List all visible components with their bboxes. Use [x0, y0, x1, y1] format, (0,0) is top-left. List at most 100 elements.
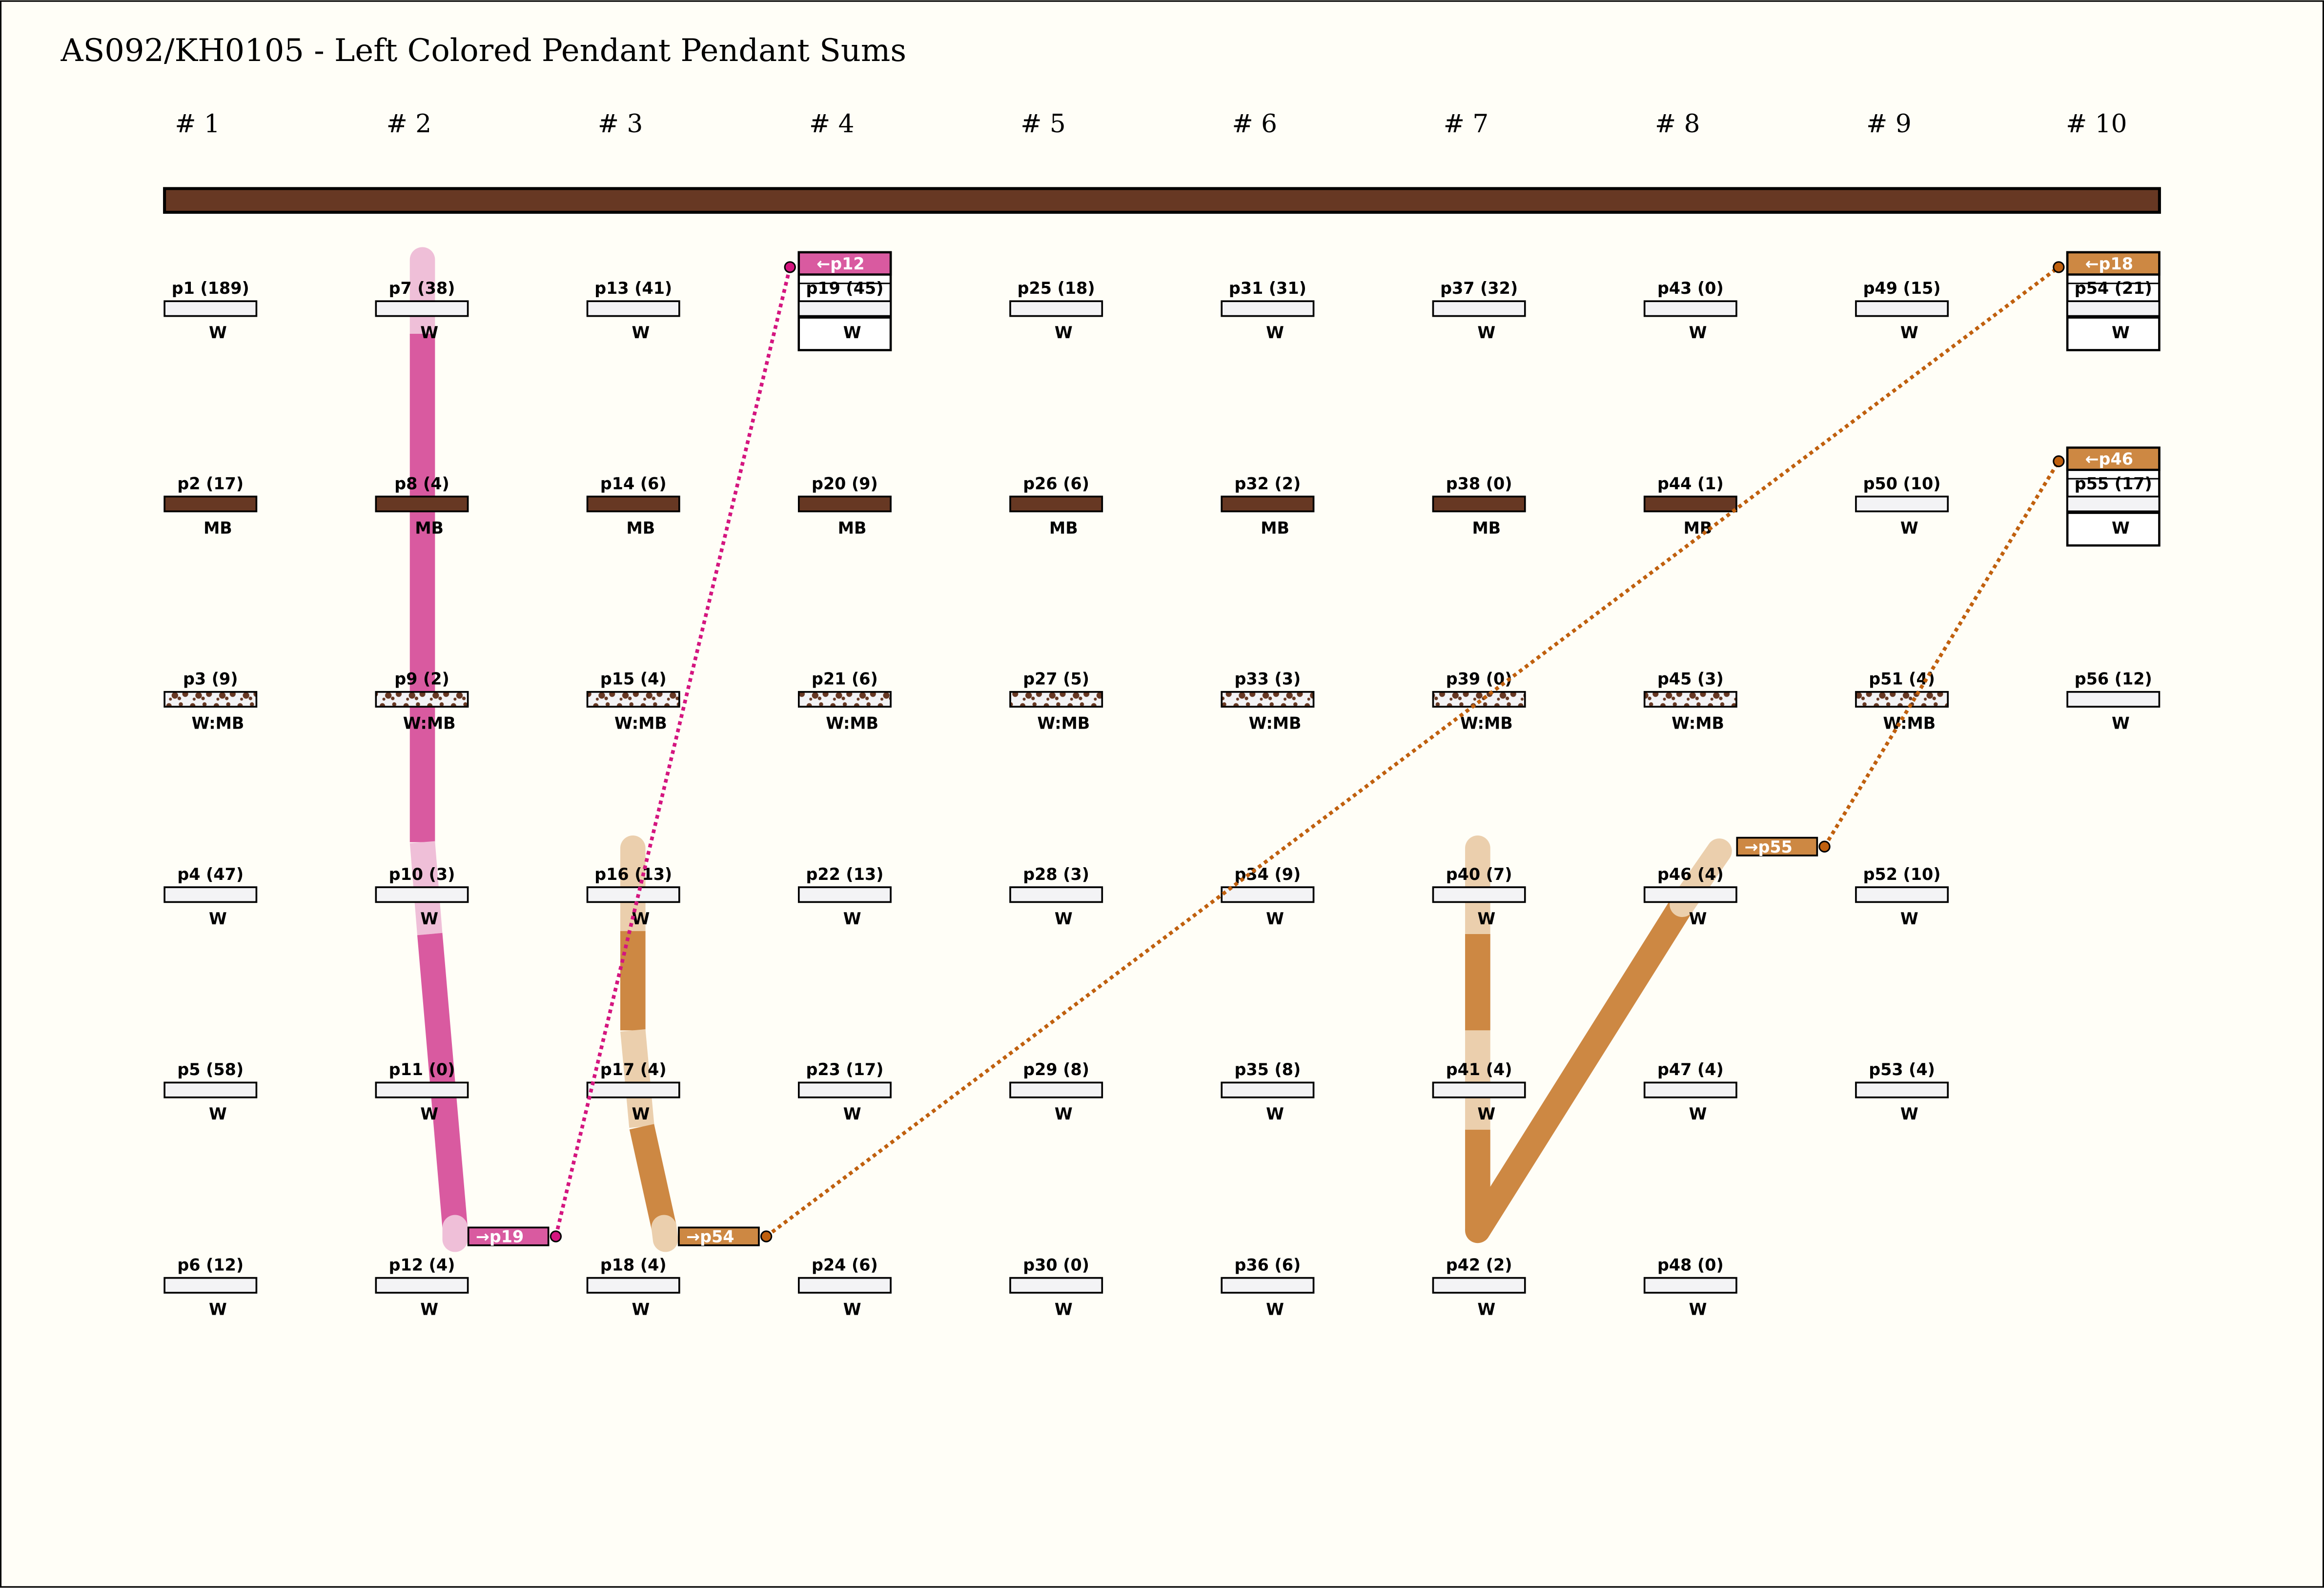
cord-label: p46 (4) — [1657, 865, 1724, 884]
sum-source-label: ←p12 — [816, 254, 864, 273]
cord-label: p32 (2) — [1235, 474, 1301, 493]
cord-color-code: W:MB — [614, 714, 667, 733]
cord-color-code: W:MB — [1460, 714, 1513, 733]
primary-cord — [163, 187, 2161, 214]
cord-color-code: W — [420, 909, 438, 928]
cord-color-bar — [1432, 1081, 1526, 1099]
cord-color-bar — [586, 1277, 680, 1294]
cord-label: p13 (41) — [594, 279, 672, 298]
cord-color-code: MB — [1261, 518, 1289, 537]
cord-color-code: W — [1477, 323, 1495, 342]
pendant-cord-p30: p30 (0) W — [1009, 1255, 1103, 1319]
cord-color-bar — [1009, 1081, 1103, 1099]
cord-label: p44 (1) — [1657, 474, 1724, 493]
cord-color-code: W — [1900, 1104, 1918, 1123]
cord-color-code: W — [1689, 909, 1707, 928]
cord-label: p12 (4) — [389, 1255, 455, 1274]
pendant-cord-p4: p4 (47) W — [163, 865, 258, 928]
cord-color-code: W:MB — [1037, 714, 1090, 733]
group-header: # 10 — [2066, 109, 2127, 139]
link-end-dot — [784, 261, 796, 273]
cord-label: p42 (2) — [1446, 1255, 1512, 1274]
cord-label: p20 (9) — [812, 474, 878, 493]
cord-color-code: W — [1055, 1104, 1073, 1123]
pendant-cord-p23: p23 (17) W — [797, 1060, 892, 1123]
sum-paths — [409, 247, 1732, 1252]
cord-color-bar — [163, 1277, 258, 1294]
pendant-cord-p18: p18 (4) W — [586, 1255, 680, 1319]
pendant-cord-p35: p35 (8) W — [1221, 1060, 1315, 1123]
cord-label: p18 (4) — [600, 1255, 667, 1274]
cord-label: p35 (8) — [1235, 1060, 1301, 1079]
cord-label: p56 (12) — [2075, 670, 2152, 689]
cord-label: p30 (0) — [1023, 1255, 1089, 1274]
cord-label: p25 (18) — [1018, 279, 1095, 298]
cord-label: p26 (6) — [1023, 474, 1089, 493]
pendant-cord-p48: p48 (0) W — [1643, 1255, 1737, 1319]
cord-label: p17 (4) — [600, 1060, 667, 1079]
cord-color-bar — [1221, 1081, 1315, 1099]
cord-color-code: W — [420, 1300, 438, 1319]
cord-label: p22 (13) — [806, 865, 883, 884]
cord-label: p51 (4) — [1869, 670, 1935, 689]
link-end-dot — [2053, 261, 2065, 273]
sum-links: →p19 →p54 →p55 — [467, 261, 2065, 1246]
cord-color-bar — [1221, 1277, 1315, 1294]
pendant-cord-p51: p51 (4) W:MB — [1855, 670, 1949, 733]
group-header: # 3 — [598, 109, 643, 139]
pendant-cord-p14: p14 (6) MB — [586, 474, 680, 537]
cord-color-code: MB — [1684, 518, 1712, 537]
group-header: # 9 — [1866, 109, 1911, 139]
cord-color-bar — [1009, 886, 1103, 903]
cord-color-bar — [1643, 886, 1737, 903]
cord-color-bar — [586, 886, 680, 903]
cord-color-bar — [586, 300, 680, 317]
cord-color-bar — [375, 1277, 469, 1294]
cord-color-code: W — [209, 909, 227, 928]
cord-color-code: W — [1055, 1300, 1073, 1319]
cord-color-code: W — [632, 1104, 650, 1123]
cord-color-code: W — [209, 1300, 227, 1319]
orange-band — [1465, 892, 1695, 1243]
pendant-cord-p7: p7 (38) W — [375, 279, 469, 342]
cord-color-bar — [797, 886, 892, 903]
cord-color-bar — [2066, 495, 2161, 512]
cord-color-code: W:MB — [1672, 714, 1724, 733]
cord-color-bar — [375, 300, 469, 317]
cord-color-bar — [797, 1277, 892, 1294]
cord-label: p47 (4) — [1657, 1060, 1724, 1079]
cord-color-code: W — [1266, 323, 1284, 342]
cord-color-code: W — [1266, 1104, 1284, 1123]
cord-label: p38 (0) — [1446, 474, 1512, 493]
cord-color-code: W — [843, 909, 861, 928]
cord-label: p1 (189) — [172, 279, 249, 298]
pendant-cord-p46: p46 (4) W — [1643, 865, 1737, 928]
link-start-dot — [1818, 840, 1831, 853]
cord-color-bar — [797, 300, 892, 317]
pendant-cord-p42: p42 (2) W — [1432, 1255, 1526, 1319]
cord-color-bar — [1855, 495, 1949, 512]
cord-label: p40 (7) — [1446, 865, 1512, 884]
sum-tag-p54-label: →p54 — [686, 1227, 734, 1246]
link-orange — [1823, 460, 2060, 848]
orange-band — [629, 1124, 676, 1230]
pendant-cord-p38: p38 (0) MB — [1432, 474, 1526, 537]
cord-color-code: W — [420, 323, 438, 342]
cord-color-bar — [1643, 691, 1737, 708]
pendant-cord-p47: p47 (4) W — [1643, 1060, 1737, 1123]
cord-color-code: W — [209, 323, 227, 342]
cord-color-code: W — [1689, 1300, 1707, 1319]
cord-color-bar — [375, 691, 469, 708]
cord-label: p28 (3) — [1023, 865, 1089, 884]
cord-color-code: W — [1266, 909, 1284, 928]
pendant-cord-p19: ←p12 p19 (45) W — [797, 251, 892, 351]
cord-label: p36 (6) — [1235, 1255, 1301, 1274]
orange-band-cap — [651, 1215, 678, 1252]
pendant-cord-p41: p41 (4) W — [1432, 1060, 1526, 1123]
cord-color-bar — [1221, 300, 1315, 317]
cord-color-bar — [1643, 1277, 1737, 1294]
cord-color-bar — [1855, 886, 1949, 903]
cord-color-code: W — [632, 1300, 650, 1319]
cord-color-bar — [375, 495, 469, 512]
cord-color-code: W — [843, 323, 861, 342]
